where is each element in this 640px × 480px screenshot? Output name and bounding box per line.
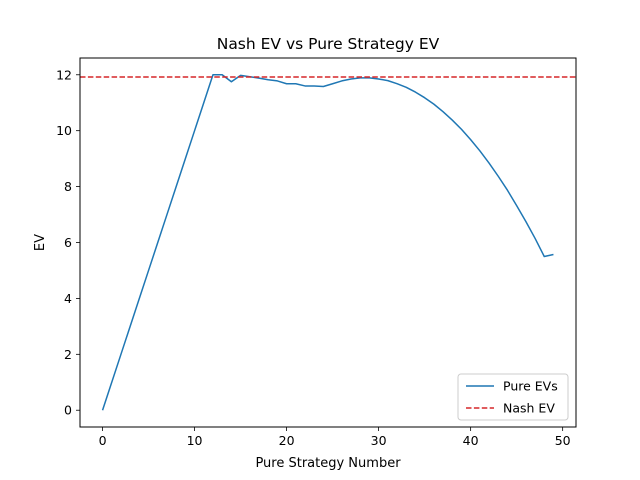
x-tick-label: 40 bbox=[463, 433, 479, 448]
y-tick-label: 8 bbox=[64, 179, 72, 194]
y-tick-label: 0 bbox=[64, 403, 72, 418]
y-axis-label: EV bbox=[33, 234, 48, 251]
y-tick-label: 10 bbox=[56, 123, 72, 138]
y-tick-label: 2 bbox=[64, 347, 72, 362]
x-tick-label: 30 bbox=[371, 433, 387, 448]
legend-label-nash-ev: Nash EV bbox=[503, 401, 555, 416]
y-tick-label: 4 bbox=[64, 291, 72, 306]
plot-frame bbox=[79, 57, 577, 428]
legend: Pure EVs Nash EV bbox=[457, 373, 569, 421]
chart-title: Nash EV vs Pure Strategy EV bbox=[217, 35, 440, 53]
legend-label-pure-evs: Pure EVs bbox=[503, 379, 558, 394]
x-tick-label: 50 bbox=[555, 433, 571, 448]
y-tick-label: 6 bbox=[64, 235, 72, 250]
y-tick-label: 12 bbox=[56, 67, 72, 82]
series-line-pure-evs bbox=[101, 74, 554, 411]
x-tick-label: 10 bbox=[187, 433, 203, 448]
x-tick-label: 20 bbox=[279, 433, 295, 448]
x-tick-label: 0 bbox=[99, 433, 107, 448]
x-axis-label: Pure Strategy Number bbox=[255, 456, 401, 471]
